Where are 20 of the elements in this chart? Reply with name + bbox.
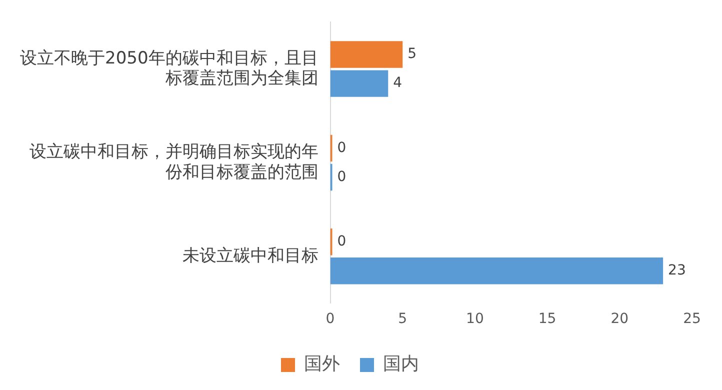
data-label: 23	[668, 262, 686, 279]
bar	[330, 41, 403, 68]
data-label: 0	[337, 233, 346, 250]
x-tick-label: 0	[326, 311, 335, 328]
bar	[330, 70, 388, 97]
x-tick-label: 20	[610, 311, 629, 328]
y-tick-label: 设立不晚于2050年的碳中和目标，且目标覆盖范围为全集团	[20, 48, 318, 89]
data-label: 0	[337, 140, 346, 156]
legend-label: 国内	[383, 354, 419, 375]
legend-label: 国外	[304, 354, 340, 375]
bar	[330, 258, 664, 284]
y-tick-label: 设立碳中和目标，并明确目标实现的年份和目标覆盖的范围	[29, 142, 318, 182]
data-label: 4	[393, 75, 402, 92]
data-label: 5	[408, 46, 417, 62]
data-label: 0	[337, 168, 346, 185]
x-tick-label: 25	[683, 311, 701, 328]
x-tick-label: 10	[466, 311, 484, 328]
y-tick-label: 未设立碳中和目标	[182, 246, 318, 266]
x-tick-label: 5	[398, 311, 408, 328]
x-tick-label: 15	[538, 311, 556, 328]
